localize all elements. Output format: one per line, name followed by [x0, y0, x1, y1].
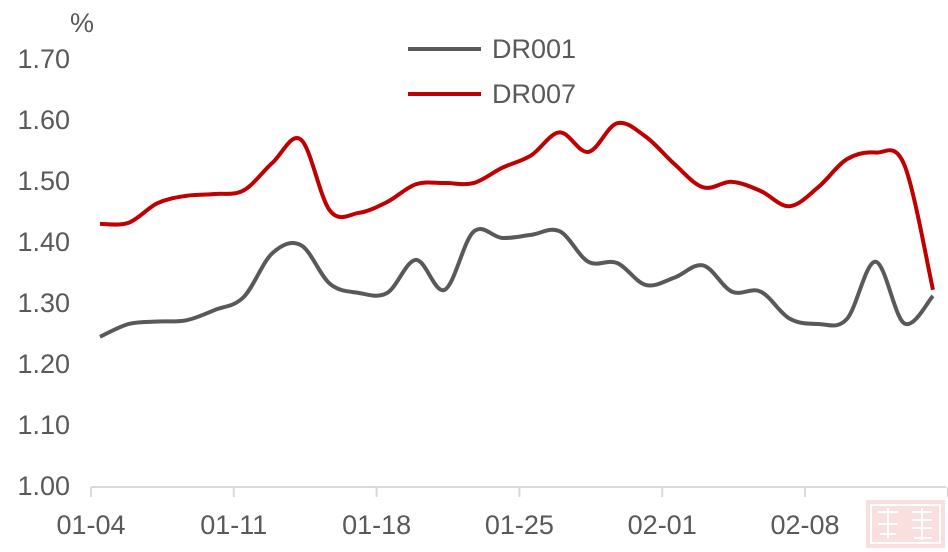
- y-tick-label: 1.70: [17, 44, 70, 74]
- series-line-dr007: [99, 120, 935, 291]
- y-tick-label: 1.60: [17, 105, 70, 135]
- y-tick-label: 1.50: [17, 166, 70, 196]
- legend: DR001 DR007: [408, 34, 576, 109]
- y-tick-label: 1.40: [17, 227, 70, 257]
- x-tick-label: 01-04: [56, 510, 125, 540]
- y-tick-label: 1.00: [17, 471, 70, 501]
- x-tick-label: 01-11: [200, 510, 267, 540]
- y-axis-unit-label: %: [70, 8, 94, 38]
- series-line-dr001: [99, 227, 935, 339]
- x-tick-label: 01-18: [342, 510, 411, 540]
- watermark-seal: [866, 500, 945, 548]
- legend-label-dr001: DR001: [492, 34, 576, 64]
- x-tick-label: 02-01: [628, 510, 697, 540]
- x-tick-label: 01-25: [485, 510, 554, 540]
- legend-label-dr007: DR007: [492, 79, 576, 109]
- y-tick-label: 1.30: [17, 288, 70, 318]
- y-tick-label: 1.20: [17, 349, 70, 379]
- x-tick-label: 02-08: [770, 510, 839, 540]
- y-tick-label: 1.10: [17, 410, 70, 440]
